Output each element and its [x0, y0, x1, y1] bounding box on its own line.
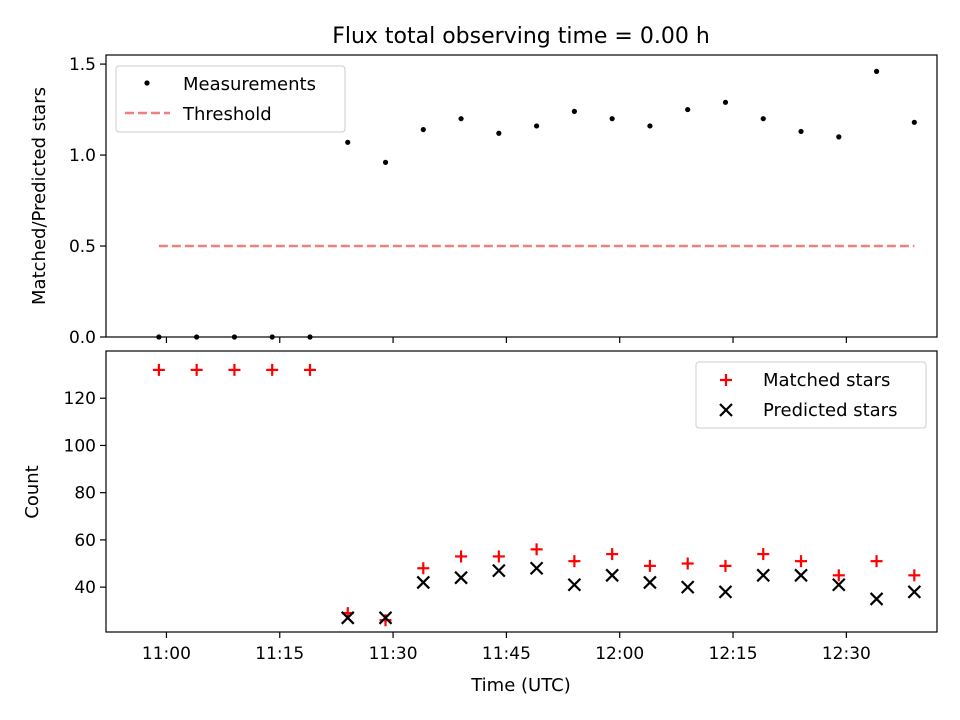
measurement-point [420, 126, 426, 133]
measurement-point [798, 128, 804, 135]
legend-measurements-label: Measurements [183, 74, 316, 95]
matched-star-marker [530, 543, 543, 556]
bottom-y-tick-label: 120 [64, 389, 96, 409]
matched-star-marker [303, 363, 316, 376]
matched-star-marker [190, 363, 203, 376]
bottom-x-tick-label: 12:15 [709, 644, 758, 664]
measurement-point [345, 139, 351, 145]
bottom-y-tick-label: 40 [74, 578, 96, 598]
matched-star-marker [417, 562, 430, 575]
top-plot-frame [105, 54, 938, 338]
predicted-star-marker [794, 568, 808, 583]
measurement-point [911, 119, 917, 125]
top-legend: Measurements Threshold [115, 65, 346, 133]
bottom-x-tick-label: 11:15 [255, 644, 304, 664]
measurement-point [760, 116, 766, 122]
measurement-point [496, 130, 502, 136]
legend-predicted-marker [719, 403, 733, 417]
bottom-x-tick-label: 11:45 [482, 644, 531, 664]
matched-star-marker [643, 559, 656, 572]
bottom-legend-box [695, 361, 927, 429]
bottom-y-tick-label: 100 [64, 436, 96, 456]
matched-star-marker [266, 363, 279, 376]
matched-star-marker [757, 548, 770, 561]
measurement-point [873, 68, 880, 74]
measurement-point [534, 123, 540, 129]
predicted-star-marker [832, 577, 846, 592]
legend-threshold-label: Threshold [182, 104, 272, 125]
predicted-star-marker [378, 611, 393, 625]
top-y-tick-label: 1.0 [69, 146, 96, 166]
matched-star-marker [832, 569, 845, 582]
matched-star-marker [492, 550, 505, 563]
measurement-point [836, 134, 842, 140]
top-y-tick-label: 0.0 [69, 328, 96, 348]
predicted-star-marker [567, 577, 582, 592]
bottom-y-tick-label: 60 [74, 531, 96, 551]
matched-star-marker [908, 569, 921, 582]
bottom-y-axis-label: Count [22, 465, 43, 518]
matched-star-marker [719, 559, 732, 572]
bottom-x-tick-label: 12:30 [822, 644, 871, 664]
bottom-plot-frame [105, 350, 938, 633]
top-y-tick-label: 0.5 [69, 237, 96, 257]
predicted-star-marker [869, 592, 884, 606]
measurement-point [722, 99, 729, 105]
measurement-point [571, 108, 577, 114]
predicted-star-marker [454, 570, 468, 585]
matched-star-marker [795, 555, 808, 568]
bottom-x-axis-label: Time (UTC) [470, 675, 571, 696]
matched-star-marker [606, 548, 619, 561]
measurement-point [382, 159, 389, 165]
predicted-star-marker [492, 563, 506, 578]
matched-star-marker [455, 550, 468, 563]
legend-matched-marker [720, 374, 732, 386]
measurement-point [685, 106, 691, 113]
matched-star-marker [870, 555, 883, 568]
measurement-point [609, 116, 615, 122]
predicted-star-marker [756, 568, 771, 583]
predicted-star-marker [529, 561, 544, 576]
measurement-point [458, 116, 464, 122]
top-y-axis-label: Matched/Predicted stars [29, 87, 50, 305]
predicted-star-marker [605, 568, 619, 583]
predicted-star-marker [907, 585, 922, 599]
predicted-star-marker [643, 575, 657, 590]
predicted-star-marker [416, 575, 431, 590]
legend-measurements-marker [144, 80, 150, 86]
predicted-star-marker [718, 585, 733, 599]
matched-star-marker [568, 555, 581, 568]
matched-star-marker [228, 363, 241, 376]
matched-star-marker [681, 557, 694, 570]
legend-matched-label: Matched stars [763, 370, 890, 391]
bottom-plot: 40 60 80 100 120 11:00 11:15 11:30 11:45 12:00 12:… [22, 350, 938, 696]
legend-predicted-label: Predicted stars [763, 400, 897, 421]
bottom-x-tick-label: 12:00 [595, 644, 644, 664]
measurement-point [647, 123, 653, 129]
bottom-y-tick-label: 80 [74, 484, 96, 504]
top-legend-box [115, 65, 346, 133]
matched-star-marker [152, 363, 165, 376]
bottom-legend: Matched stars Predicted stars [695, 361, 927, 429]
figure-title: Flux total observing time = 0.00 h [332, 24, 710, 49]
predicted-star-marker [680, 580, 695, 594]
bottom-x-tick-label: 11:30 [369, 644, 418, 664]
bottom-x-tick-label: 11:00 [142, 644, 191, 664]
predicted-star-marker [340, 611, 355, 625]
top-y-tick-label: 1.5 [69, 55, 96, 75]
top-plot: 0.0 0.5 1.0 1.5 Matched/Predicted stars Mea… [29, 54, 938, 348]
matched-star-marker [379, 614, 392, 627]
